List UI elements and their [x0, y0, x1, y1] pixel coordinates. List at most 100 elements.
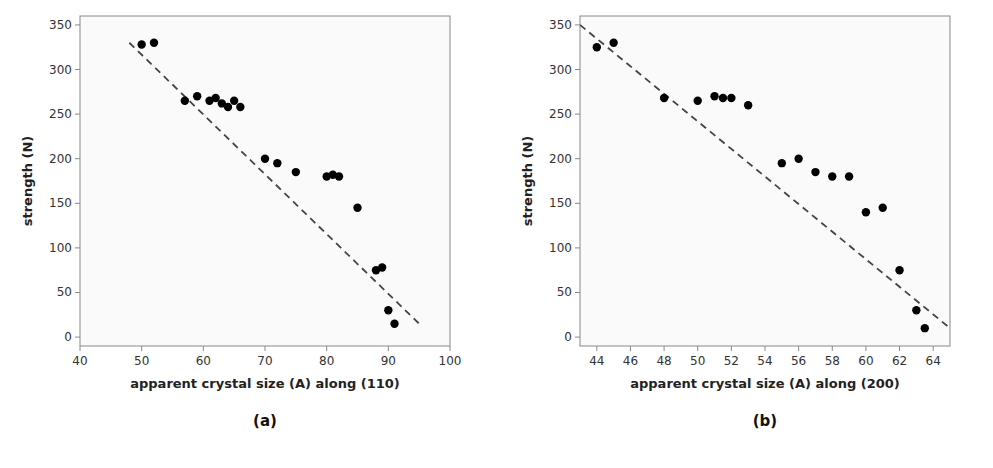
scatter-point	[236, 103, 244, 111]
x-axis-label: apparent crystal size (A) along (200)	[630, 376, 900, 391]
scatter-point	[390, 320, 398, 328]
x-tick-label: 64	[926, 354, 941, 368]
y-tick-label: 50	[557, 285, 572, 299]
y-tick	[75, 158, 80, 159]
scatter-point	[593, 43, 601, 51]
scatter-point	[193, 92, 201, 100]
scatter-point	[150, 39, 158, 47]
x-tick	[265, 346, 266, 351]
x-tick-label: 80	[319, 354, 334, 368]
x-tick-label: 48	[656, 354, 671, 368]
scatter-point	[921, 324, 929, 332]
scatter-point	[292, 168, 300, 176]
scatter-point	[378, 263, 386, 271]
y-tick	[75, 114, 80, 115]
y-tick	[575, 337, 580, 338]
y-tick-label: 350	[49, 18, 72, 32]
x-tick	[899, 346, 900, 351]
scatter-point	[727, 94, 735, 102]
x-tick-label: 54	[757, 354, 772, 368]
x-tick	[798, 346, 799, 351]
trend-line	[580, 25, 950, 328]
scatter-point	[862, 208, 870, 216]
y-tick-label: 300	[549, 63, 572, 77]
x-tick-label: 58	[825, 354, 840, 368]
y-tick	[75, 203, 80, 204]
y-tick-label: 350	[549, 18, 572, 32]
scatter-point	[828, 172, 836, 180]
scatter-point	[230, 97, 238, 105]
scatter-point	[335, 172, 343, 180]
x-axis-label: apparent crystal size (A) along (110)	[130, 376, 400, 391]
y-tick-label: 100	[549, 241, 572, 255]
x-tick	[731, 346, 732, 351]
x-tick-label: 46	[623, 354, 638, 368]
y-tick-label: 0	[64, 330, 72, 344]
scatter-point	[224, 103, 232, 111]
y-tick-label: 200	[49, 152, 72, 166]
scatter-point	[273, 159, 281, 167]
x-tick-label: 52	[724, 354, 739, 368]
scatter-point	[744, 101, 752, 109]
scatter-point	[137, 40, 145, 48]
scatter-point	[609, 39, 617, 47]
scatter-point	[660, 94, 668, 102]
x-tick-label: 56	[791, 354, 806, 368]
x-tick	[388, 346, 389, 351]
y-tick-label: 250	[49, 107, 72, 121]
y-tick	[575, 114, 580, 115]
plot-frame	[580, 16, 950, 346]
y-tick-label: 150	[49, 196, 72, 210]
x-tick	[630, 346, 631, 351]
scatter-point	[694, 97, 702, 105]
scatter-point	[811, 168, 819, 176]
x-tick-label: 70	[257, 354, 272, 368]
x-tick	[697, 346, 698, 351]
plot-frame	[80, 16, 450, 346]
y-tick-label: 150	[549, 196, 572, 210]
y-tick	[75, 24, 80, 25]
y-tick-label: 100	[49, 241, 72, 255]
x-tick-label: 40	[72, 354, 87, 368]
y-tick-label: 250	[549, 107, 572, 121]
scatter-point	[895, 266, 903, 274]
x-tick	[326, 346, 327, 351]
x-tick	[141, 346, 142, 351]
x-tick-label: 50	[134, 354, 149, 368]
scatter-point	[879, 204, 887, 212]
y-tick	[75, 247, 80, 248]
panel-title: (a)	[253, 412, 277, 430]
y-tick	[575, 24, 580, 25]
y-tick	[75, 69, 80, 70]
y-tick	[575, 292, 580, 293]
x-tick	[933, 346, 934, 351]
x-tick-label: 60	[858, 354, 873, 368]
scatter-point	[794, 155, 802, 163]
y-axis-label: strength (N)	[20, 136, 35, 227]
y-axis-label: strength (N)	[520, 136, 535, 227]
data-group	[580, 25, 950, 332]
data-group	[129, 39, 419, 328]
scatter-point	[845, 172, 853, 180]
scatter-point	[710, 92, 718, 100]
scatter-point	[353, 204, 361, 212]
y-tick-label: 200	[549, 152, 572, 166]
plot-area	[80, 16, 450, 346]
panel: 4446485052545658606264050100150200250300…	[520, 16, 950, 430]
panel-title: (b)	[753, 412, 777, 430]
y-tick	[575, 203, 580, 204]
y-tick-label: 0	[564, 330, 572, 344]
scatter-point	[778, 159, 786, 167]
plot-area	[580, 16, 950, 346]
scatter-point	[719, 94, 727, 102]
scatter-point	[912, 306, 920, 314]
x-tick-label: 90	[381, 354, 396, 368]
x-tick	[664, 346, 665, 351]
x-tick	[832, 346, 833, 351]
x-tick-label: 62	[892, 354, 907, 368]
y-tick	[575, 69, 580, 70]
x-tick-label: 50	[690, 354, 705, 368]
x-tick-label: 60	[196, 354, 211, 368]
x-tick	[596, 346, 597, 351]
y-tick-label: 50	[57, 285, 72, 299]
